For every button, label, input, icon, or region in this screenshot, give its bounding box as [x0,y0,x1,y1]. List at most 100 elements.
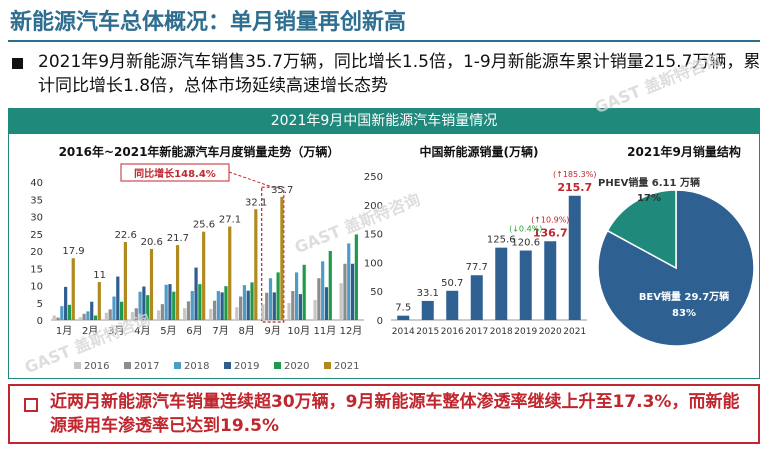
bar-2020-11月 [328,251,332,320]
x-tick-label: 3月 [108,325,124,337]
bullet-square-icon [12,58,23,69]
x-tick-label: 12月 [340,325,363,337]
bar-2018-12月 [347,243,351,320]
data-label-2021: 17.9 [62,246,84,257]
bullet-square-icon [24,398,38,412]
bar-2019-4月 [142,286,146,320]
title-divider [8,40,760,42]
data-label-annual: 7.5 [395,303,411,314]
bar-2016-7月 [209,308,213,320]
annotation-connector [228,171,273,188]
bar-2021-8月 [254,209,258,320]
bar-2017-9月 [265,292,269,320]
bar-2017-10月 [291,291,295,320]
x-tick-label: 10月 [287,325,310,337]
bar-2019-1月 [64,286,68,320]
growth-label-2020: (↑10.9%) [531,215,569,224]
bar-2019-5月 [168,284,172,320]
bar-2016-6月 [183,308,187,320]
data-label-annual: 136.7 [533,226,568,239]
pie-pct-bev: 83% [672,308,696,319]
x-tick-label: 1月 [56,325,72,337]
y-tick-label: 30 [30,213,43,224]
data-label-annual: 125.6 [487,235,516,246]
x-tick-label: 11月 [314,325,337,337]
legend-swatch-2016 [74,362,81,369]
legend-swatch-2017 [124,362,131,369]
legend-label: 2018 [184,361,209,372]
bar-2018-10月 [294,272,299,320]
bar-2020-3月 [120,301,124,320]
x-tick-label: 8月 [238,325,254,337]
bar-2018-8月 [242,285,247,320]
bar-annual-2020 [544,241,557,320]
legend-label: 2016 [84,361,109,372]
y-tick-label: 15 [30,264,43,275]
x-tick-label: 2017 [465,327,488,337]
bar-2017-8月 [239,296,243,320]
bar-2017-2月 [82,313,86,320]
bar-2019-10月 [298,294,302,320]
bar-2018-1月 [60,306,64,320]
data-label-2021: 20.6 [141,237,163,248]
y-tick-label: 150 [364,230,383,241]
y-tick-label: 40 [30,178,43,189]
bar-2019-8月 [246,290,250,320]
bar-2017-12月 [343,263,347,320]
annual-chart-title: 中国新能源销量(万辆) [420,144,539,159]
bar-2021-3月 [123,242,128,320]
legend-label: 2017 [134,361,159,372]
data-label-2021: 22.6 [115,230,137,241]
bar-annual-2014 [397,315,410,320]
bar-2017-11月 [317,278,321,320]
data-label-annual: 77.7 [466,262,488,273]
bar-2016-2月 [78,317,82,320]
pie-pct-phev: 17% [637,193,661,204]
bar-2017-5月 [160,304,164,320]
bar-2016-10月 [287,303,291,320]
bar-2021-6月 [202,231,206,320]
legend-label: 2019 [234,361,259,372]
bar-2021-5月 [175,245,180,320]
bar-2016-5月 [156,310,161,320]
monthly-chart-title: 2016年~2021年新能源汽车月度销量走势（万辆） [59,144,340,159]
conclusion-text: 近两月新能源汽车销量连续超30万辆，9月新能源车整体渗透率继续上升至17.3%，… [50,392,740,436]
bar-2016-8月 [235,307,239,320]
bar-annual-2016 [446,290,459,320]
pie-label-phev: PHEV销量 6.11 万辆 [598,176,700,189]
bar-2019-11月 [324,287,329,320]
y-tick-label: 35 [30,195,43,206]
bar-2019-7月 [220,292,224,320]
y-tick-label: 200 [364,201,383,212]
bar-2020-6月 [198,284,202,320]
bar-2016-4月 [130,312,135,320]
bar-2020-5月 [172,291,176,320]
summary-text: 2021年9月新能源汽车销售35.7万辆，同比增长1.5倍，1-9月新能源车累计… [38,52,761,96]
bar-annual-2019 [519,250,532,320]
data-label-2021: 35.7 [271,185,293,196]
bar-2016-1月 [52,315,56,320]
growth-label-2019: (↓0.4%) [509,225,542,234]
bar-2018-6月 [190,291,194,320]
bar-2020-9月 [276,272,280,320]
bar-2020-4月 [146,295,150,320]
x-tick-label: 2月 [82,325,98,337]
legend-swatch-2019 [224,362,231,369]
pie-chart-title: 2021年9月销量结构 [627,144,741,159]
x-tick-label: 2014 [392,327,415,337]
bar-2020-1月 [67,304,72,320]
bar-2017-1月 [56,317,60,320]
x-tick-label: 2021 [563,327,586,337]
highlight-frame [261,186,285,323]
pie-label-bev: BEV销量 29.7万辆 [639,290,729,303]
bar-2018-11月 [321,261,325,320]
bar-2021-2月 [97,282,101,320]
data-label-annual: 215.7 [557,181,592,194]
charts-canvas: 2016年~2021年新能源汽车月度销量走势（万辆） 0 5 10 15 20 25 30 35… [30,144,755,372]
bar-2020-12月 [354,234,358,320]
data-label-2021: 25.6 [193,220,215,231]
y-tick-label: 25 [30,230,43,241]
legend-label: 2021 [334,361,359,372]
data-label-annual: 33.1 [417,288,439,299]
bar-annual-2017 [470,275,483,320]
